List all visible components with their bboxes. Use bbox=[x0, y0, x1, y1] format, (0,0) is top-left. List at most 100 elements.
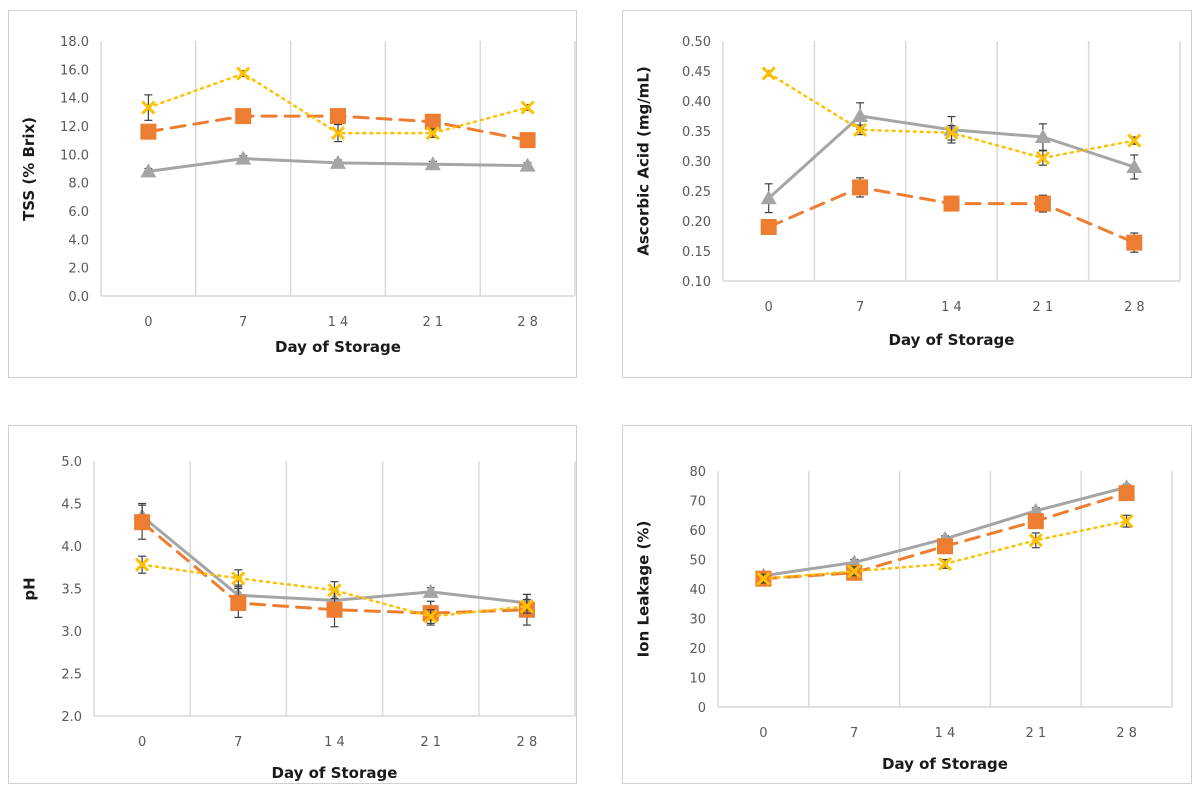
series-line bbox=[767, 72, 1136, 160]
chart-svg: 2.0 2.5 3.0 3.5 4.0 4.5 5.0 0 7 1 4 2 1 2 8 bbox=[61, 455, 576, 750]
chart-svg: 0 10 20 30 40 50 60 70 80 0 7 1 4 2 1 2 8 bbox=[689, 465, 1173, 741]
y-tick-label: 0.20 bbox=[682, 215, 711, 230]
x-axis-label: Day of Storage bbox=[271, 764, 398, 782]
y-axis-label: TSS (% Brix) bbox=[20, 116, 38, 221]
y-tick-label: 5.0 bbox=[61, 455, 82, 470]
y-tick-label: 0.50 bbox=[682, 35, 711, 50]
data-point-triangle bbox=[760, 190, 777, 205]
data-point-square bbox=[326, 601, 343, 618]
y-tick-label: 0.30 bbox=[682, 155, 711, 170]
data-point-x bbox=[1028, 533, 1043, 548]
x-tick-label: 7 bbox=[856, 300, 864, 315]
data-point-square bbox=[1118, 485, 1135, 502]
y-tick-label: 14.0 bbox=[60, 92, 89, 107]
data-point-x bbox=[761, 66, 776, 81]
data-point-square bbox=[1034, 195, 1051, 212]
y-tick-label: 0.40 bbox=[682, 95, 711, 110]
x-tick-label: 1 4 bbox=[324, 735, 345, 750]
data-point-x bbox=[135, 557, 150, 572]
y-tick-label: 0.10 bbox=[682, 275, 711, 290]
chart-svg: 0.10 0.15 0.20 0.25 0.30 0.35 0.40 0.45 0.50 0 7 1 … bbox=[682, 35, 1181, 315]
chart-panel-ascorbic-acid: 0.10 0.15 0.20 0.25 0.30 0.35 0.40 0.45 0.50 0 7 1 … bbox=[622, 10, 1192, 378]
x-tick-label: 2 1 bbox=[1033, 300, 1054, 315]
y-tick-label: 18.0 bbox=[60, 35, 89, 50]
y-tick-label: 2.0 bbox=[61, 710, 82, 725]
y-axis-label: pH bbox=[20, 576, 39, 601]
series-2 bbox=[134, 504, 535, 628]
y-tick-label: 30 bbox=[689, 613, 706, 628]
data-point-triangle bbox=[424, 156, 441, 171]
x-tick-label: 1 4 bbox=[328, 315, 349, 330]
data-point-x bbox=[1035, 150, 1050, 166]
data-point-square bbox=[230, 594, 247, 611]
data-point-x bbox=[853, 122, 868, 137]
y-tick-label: 0.35 bbox=[682, 125, 711, 140]
data-point-square bbox=[852, 179, 869, 196]
data-point-x bbox=[236, 66, 251, 81]
data-point-triangle bbox=[519, 157, 536, 172]
data-point-x bbox=[937, 556, 953, 571]
y-tick-label: 4.0 bbox=[68, 233, 89, 248]
series-1 bbox=[140, 150, 536, 178]
data-point-square bbox=[1027, 513, 1044, 530]
series-line bbox=[140, 563, 529, 618]
y-axis-label: Ascorbic Acid (mg/mL) bbox=[634, 66, 653, 256]
data-point-square bbox=[134, 514, 151, 531]
x-tick-label: 0 bbox=[138, 735, 146, 750]
x-tick-label: 2 1 bbox=[1025, 726, 1046, 741]
y-tick-label: 60 bbox=[689, 524, 706, 539]
x-tick-label: 2 1 bbox=[422, 315, 443, 330]
y-tick-label: 50 bbox=[689, 554, 706, 569]
y-tick-label: 0.25 bbox=[682, 185, 711, 200]
y-tick-label: 70 bbox=[689, 495, 706, 510]
x-axis-label: Day of Storage bbox=[275, 338, 401, 356]
y-tick-label: 2.5 bbox=[61, 668, 82, 683]
data-point-square bbox=[937, 538, 953, 555]
series-2 bbox=[140, 108, 536, 149]
data-point-x bbox=[1119, 514, 1134, 529]
y-tick-label: 0 bbox=[698, 701, 706, 716]
y-tick-label: 12.0 bbox=[60, 120, 89, 135]
chart-panel-ph: 2.0 2.5 3.0 3.5 4.0 4.5 5.0 0 7 1 4 2 1 2 8 pH Day … bbox=[8, 425, 577, 784]
y-tick-label: 4.0 bbox=[61, 540, 82, 555]
x-tick-label: 7 bbox=[239, 315, 247, 330]
data-point-x bbox=[423, 609, 438, 624]
data-point-x bbox=[141, 100, 156, 115]
data-point-square bbox=[330, 108, 346, 125]
x-tick-label: 2 8 bbox=[1124, 300, 1145, 315]
y-tick-label: 8.0 bbox=[68, 177, 89, 192]
x-tick-label: 7 bbox=[850, 726, 858, 741]
y-tick-label: 10 bbox=[689, 672, 706, 687]
data-point-square bbox=[760, 219, 777, 235]
data-point-triangle bbox=[235, 150, 252, 165]
series-3 bbox=[141, 66, 535, 143]
y-tick-label: 2.0 bbox=[68, 262, 89, 277]
y-tick-label: 80 bbox=[689, 465, 706, 480]
data-point-x bbox=[520, 100, 535, 115]
data-point-triangle bbox=[1126, 159, 1143, 173]
series-3 bbox=[756, 514, 1134, 586]
data-point-triangle bbox=[330, 154, 346, 169]
data-point-square bbox=[1126, 234, 1143, 251]
y-tick-label: 0.45 bbox=[682, 65, 711, 80]
y-tick-label: 6.0 bbox=[68, 205, 89, 220]
x-tick-label: 0 bbox=[765, 300, 773, 315]
x-axis-label: Day of Storage bbox=[882, 755, 1008, 773]
y-tick-label: 20 bbox=[689, 642, 706, 657]
data-point-triangle bbox=[1034, 129, 1051, 143]
x-tick-label: 2 8 bbox=[1116, 726, 1137, 741]
x-tick-label: 0 bbox=[144, 315, 152, 330]
y-axis-label: Ion Leakage (%) bbox=[633, 520, 652, 658]
series-2 bbox=[760, 177, 1143, 253]
data-point-x bbox=[1127, 133, 1142, 148]
data-point-triangle bbox=[140, 163, 157, 178]
x-tick-label: 2 8 bbox=[517, 735, 538, 750]
data-point-x bbox=[231, 571, 246, 586]
data-point-x bbox=[327, 583, 342, 598]
chart-panel-ion-leakage: 0 10 20 30 40 50 60 70 80 0 7 1 4 2 1 2 8 Ion Leakage… bbox=[622, 425, 1192, 784]
y-tick-label: 16.0 bbox=[60, 63, 89, 78]
data-point-triangle bbox=[422, 583, 439, 598]
data-point-square bbox=[519, 132, 536, 149]
data-point-square bbox=[140, 123, 157, 140]
data-point-x bbox=[847, 564, 862, 579]
